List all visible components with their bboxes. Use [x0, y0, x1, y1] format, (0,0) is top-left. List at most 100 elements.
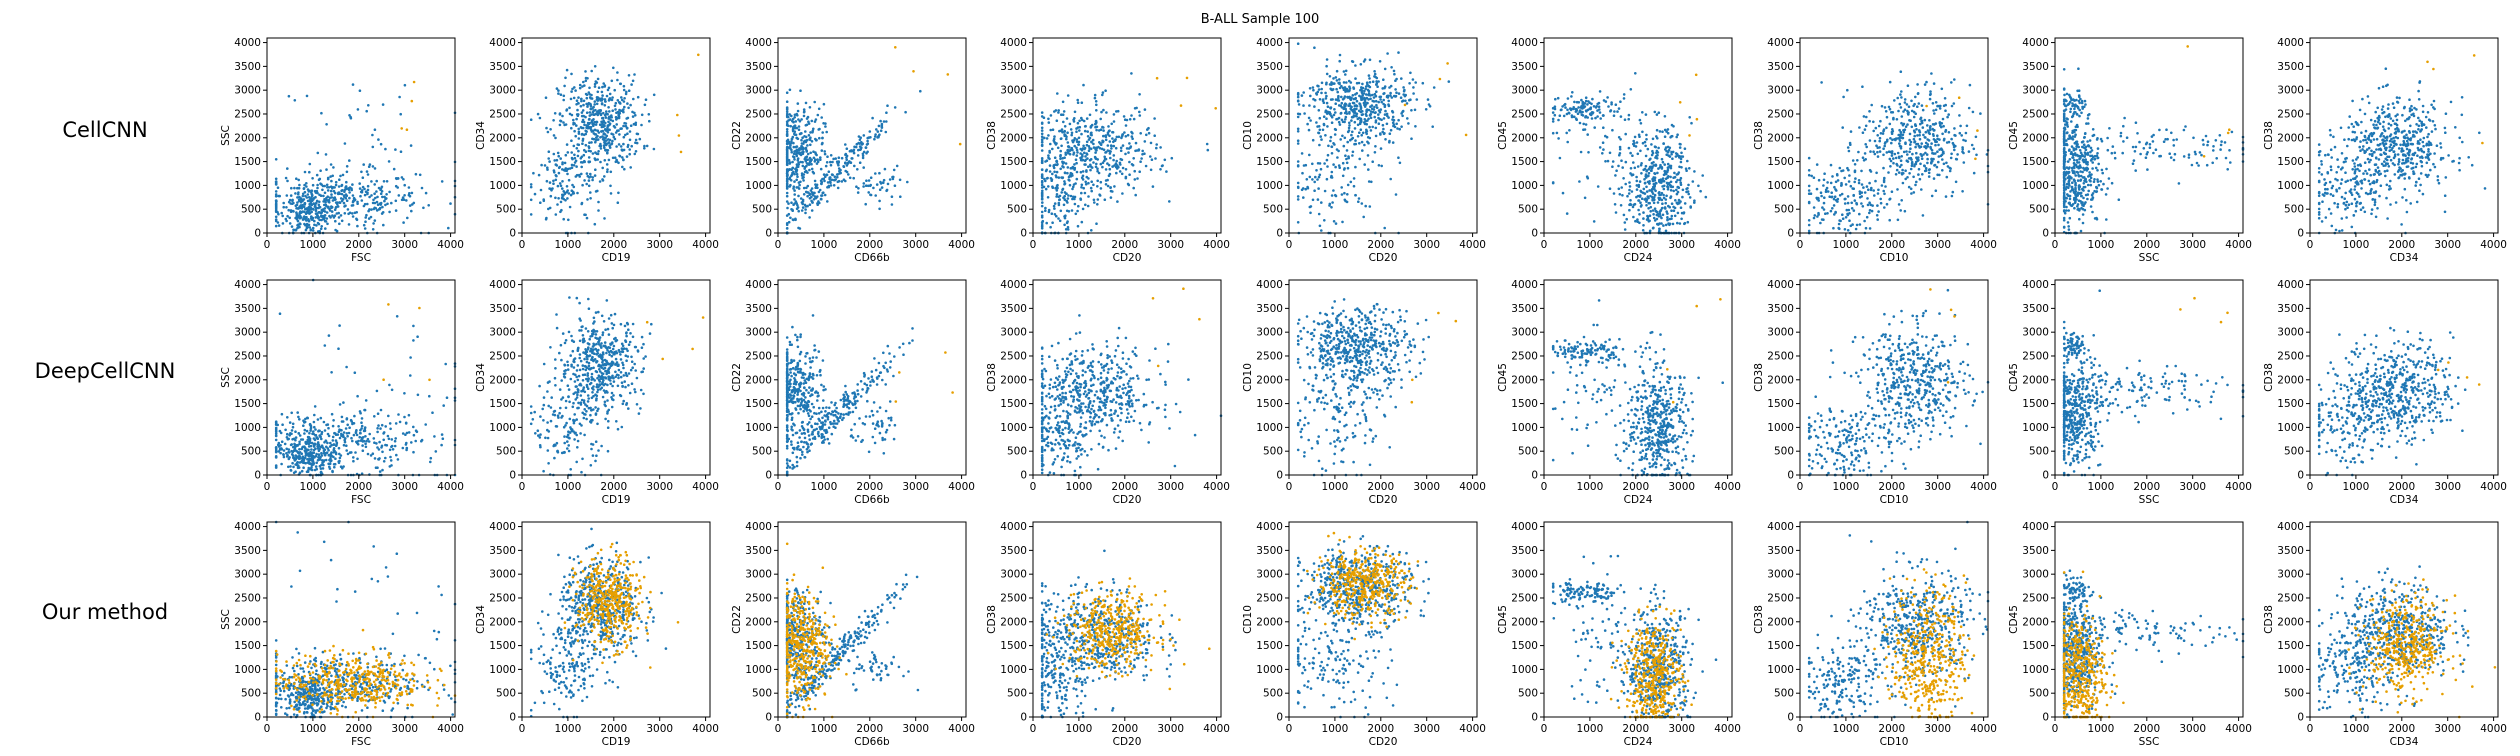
point	[610, 171, 613, 174]
point	[1914, 146, 1917, 149]
point	[341, 200, 344, 203]
point	[788, 185, 791, 188]
point	[849, 177, 852, 180]
point	[1422, 82, 1425, 85]
point	[1822, 184, 1825, 187]
point	[1689, 206, 1692, 209]
point	[1860, 170, 1863, 173]
point	[1629, 172, 1632, 175]
point	[388, 191, 391, 194]
point	[1041, 129, 1044, 132]
point	[343, 202, 346, 205]
point	[802, 148, 805, 151]
point	[906, 181, 909, 184]
point	[348, 223, 351, 226]
point	[1596, 103, 1599, 106]
point	[1658, 222, 1661, 225]
point	[1591, 112, 1594, 115]
point	[1936, 150, 1939, 153]
point	[1375, 127, 1378, 130]
point	[1344, 154, 1347, 157]
point	[1062, 101, 1065, 104]
point	[294, 229, 297, 232]
y-tick-label: 1500	[1000, 156, 1027, 168]
point	[1571, 114, 1574, 117]
point	[1596, 115, 1599, 118]
point	[565, 169, 568, 172]
point	[330, 163, 333, 166]
point	[1048, 151, 1051, 154]
point	[1928, 168, 1931, 171]
point	[1577, 106, 1580, 109]
point	[1316, 93, 1319, 96]
point	[1645, 176, 1648, 179]
point	[555, 213, 558, 216]
point	[1905, 125, 1908, 128]
y-tick-label: 1000	[1767, 180, 1794, 192]
point	[635, 150, 638, 153]
point	[1895, 173, 1898, 176]
point	[1636, 218, 1639, 221]
point	[1570, 95, 1573, 98]
point	[617, 162, 620, 165]
point	[1364, 98, 1367, 101]
point	[289, 202, 292, 205]
point	[811, 168, 814, 171]
y-tick-label: 0	[254, 228, 261, 240]
point	[1082, 170, 1085, 173]
point	[1819, 222, 1822, 225]
point	[1090, 229, 1093, 232]
point	[372, 228, 375, 231]
point	[1318, 125, 1321, 128]
point	[359, 195, 362, 198]
point	[1151, 158, 1154, 161]
point	[1381, 131, 1384, 134]
point	[577, 102, 580, 105]
point	[316, 184, 319, 187]
point	[1096, 180, 1099, 183]
point	[1908, 172, 1911, 175]
point	[1318, 213, 1321, 216]
point	[1400, 77, 1403, 80]
point	[286, 167, 289, 170]
point	[1665, 170, 1668, 173]
point	[363, 224, 366, 227]
point	[1425, 108, 1428, 111]
point	[382, 224, 385, 227]
point	[822, 122, 825, 125]
point	[1582, 101, 1585, 104]
point	[786, 170, 789, 173]
point	[586, 111, 589, 114]
point	[375, 207, 378, 210]
point	[1369, 81, 1372, 84]
point	[1345, 158, 1348, 161]
point	[603, 121, 606, 124]
point	[1383, 117, 1386, 120]
point	[1341, 221, 1344, 224]
point	[604, 100, 607, 103]
x-tick-label: 1000	[1322, 239, 1349, 251]
point	[1904, 210, 1907, 213]
point	[1095, 109, 1098, 112]
point	[600, 147, 603, 150]
point	[802, 142, 805, 145]
point	[579, 87, 582, 90]
point	[1047, 185, 1050, 188]
point	[1659, 194, 1662, 197]
point	[1808, 230, 1811, 233]
y-tick-label: 3000	[745, 85, 772, 97]
point-selected	[1186, 77, 1189, 80]
point	[1095, 146, 1098, 149]
point	[894, 106, 897, 109]
point	[1655, 152, 1658, 155]
point	[1661, 207, 1664, 210]
point	[1145, 134, 1148, 137]
point	[1371, 160, 1374, 163]
point	[883, 120, 886, 123]
point	[1552, 132, 1555, 135]
point	[1330, 206, 1333, 209]
point	[799, 120, 802, 123]
point	[1922, 134, 1925, 137]
point	[1041, 162, 1044, 165]
point	[1373, 108, 1376, 111]
